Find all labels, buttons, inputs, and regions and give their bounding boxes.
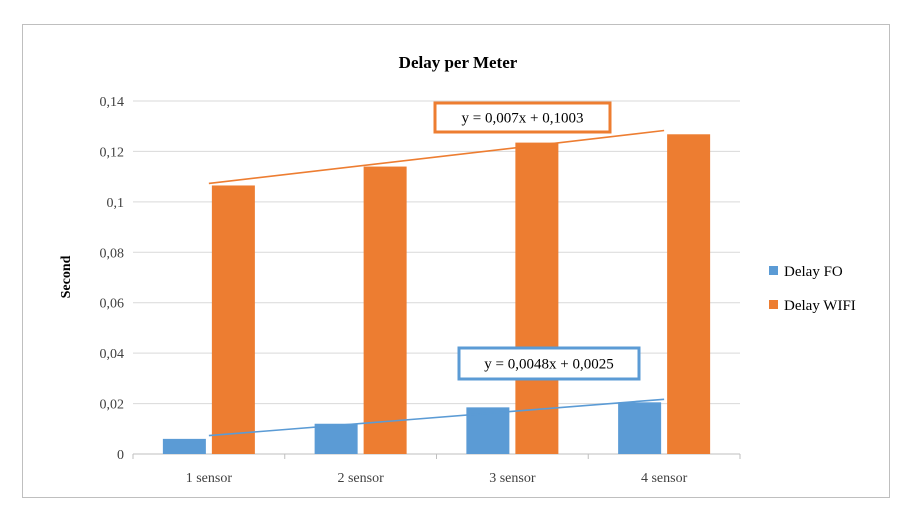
chart-title: Delay per Meter [399, 53, 518, 72]
legend-label: Delay FO [784, 264, 843, 280]
bar-delay-wifi [667, 134, 711, 455]
trendline [208, 398, 665, 437]
legend-swatch [769, 266, 778, 275]
y-tick-label: 0,14 [100, 95, 125, 110]
y-tick-labels: 0 0,02 0,04 0,06 0,08 0,1 0,12 0,14 [100, 95, 125, 463]
y-tick-label: 0,06 [100, 297, 125, 312]
x-tick-labels: 1 sensor 2 sensor 3 sensor 4 sensor [186, 471, 688, 486]
y-axis-label: Second [59, 255, 74, 298]
legend-label: Delay WIFI [784, 298, 856, 314]
legend-swatch [769, 300, 778, 309]
bar-delay-wifi [515, 142, 559, 454]
y-tick-label: 0,04 [100, 347, 125, 362]
x-tick-label: 2 sensor [337, 471, 384, 486]
y-tick-label: 0,02 [100, 398, 125, 413]
trendline-equation: y = 0,007x + 0,1003 [462, 111, 584, 127]
x-tick-label: 1 sensor [186, 471, 233, 486]
bar-delay-wifi [211, 185, 255, 455]
trendline-equation-box [433, 101, 612, 134]
y-tick-label: 0,1 [107, 196, 125, 211]
bar-delay-fo [314, 423, 358, 454]
x-tick-label: 3 sensor [489, 471, 536, 486]
bars [132, 134, 741, 459]
bar-delay-fo [162, 438, 206, 454]
trendlines: y = 0,0048x + 0,0025 y = 0,007x + 0,1003 [208, 101, 665, 437]
legend: Delay FO Delay WIFI [769, 264, 856, 314]
trendline-equation-box [457, 346, 641, 381]
trendline-equation: y = 0,0048x + 0,0025 [484, 357, 613, 373]
bar-delay-wifi [363, 166, 407, 455]
y-tick-label: 0,12 [100, 145, 125, 160]
trendline [208, 129, 665, 185]
bar-delay-fo [618, 402, 662, 454]
y-tick-label: 0,08 [100, 246, 125, 261]
x-tick-label: 4 sensor [641, 471, 688, 486]
y-tick-label: 0 [117, 448, 124, 463]
